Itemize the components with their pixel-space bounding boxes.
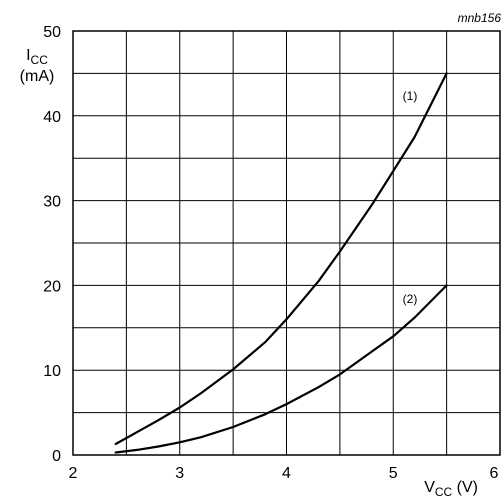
figure-code: mnb156 [458,11,502,25]
y-axis-unit: (mA) [20,68,55,85]
y-tick-label: 10 [43,363,61,380]
x-tick-label: 4 [282,465,291,482]
y-tick-label: 40 [43,109,61,126]
y-tick-label: 30 [43,194,61,211]
x-tick-label: 5 [389,465,398,482]
curve-2 [114,284,448,454]
y-tick-label: 50 [43,24,61,41]
y-axis-label: ICC [26,47,48,67]
y-tick-labels: 0 10 20 30 40 50 [43,24,61,465]
y-tick-label: 20 [43,278,61,295]
grid [73,31,500,455]
curve-2-label: (2) [403,292,418,306]
x-tick-label: 3 [175,465,184,482]
x-tick-labels: 2 3 4 5 6 [69,465,499,482]
curve-1-label: (1) [403,89,418,103]
x-axis-label: VCC (V) [424,479,478,499]
x-tick-label: 6 [490,465,499,482]
plot-frame [72,30,501,456]
y-tick-label: 0 [52,448,61,465]
x-tick-label: 2 [69,465,78,482]
curve-1 [114,72,448,446]
curves: (1) (2) [114,72,448,454]
